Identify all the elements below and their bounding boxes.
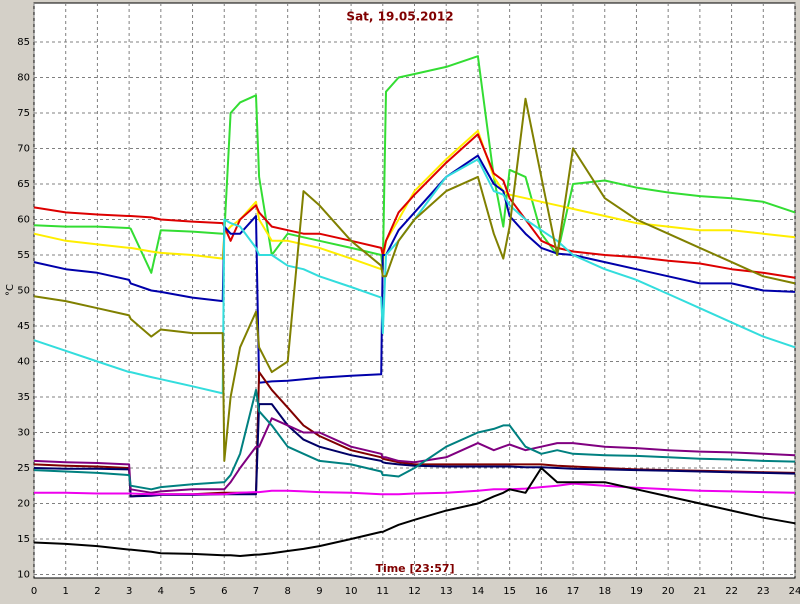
- x-tick-label: 21: [694, 586, 707, 597]
- series-line: [33, 417, 796, 494]
- x-tick-label: 4: [158, 586, 164, 597]
- y-tick-label: 80: [17, 73, 30, 84]
- y-tick-label: 60: [17, 215, 30, 226]
- x-tick-label: 2: [94, 586, 100, 597]
- y-tick-label: 50: [17, 286, 30, 297]
- y-tick-label: 75: [17, 108, 30, 119]
- y-axis-label: °C: [5, 284, 16, 296]
- y-tick-label: 40: [17, 356, 30, 367]
- y-tick-label: 20: [17, 498, 30, 509]
- x-tick-label: 1: [63, 586, 69, 597]
- series-line: [33, 388, 796, 491]
- x-tick-label: 20: [662, 586, 675, 597]
- lines: [33, 55, 796, 557]
- y-tick-label: 70: [17, 144, 30, 155]
- x-tick-label: 16: [535, 586, 548, 597]
- x-tick-label: 23: [757, 586, 770, 597]
- x-tick-label: 3: [126, 586, 132, 597]
- y-tick-label: 15: [17, 534, 30, 545]
- x-tick-label: 18: [598, 586, 611, 597]
- x-tick-label: 19: [630, 586, 643, 597]
- x-tick-label: 24: [789, 586, 800, 597]
- x-tick-label: 17: [567, 586, 580, 597]
- y-tick-label: 35: [17, 392, 30, 403]
- y-tick-label: 85: [17, 37, 30, 48]
- x-tick-label: 11: [376, 586, 389, 597]
- x-tick-label: 14: [472, 586, 485, 597]
- y-tick-label: 45: [17, 321, 30, 332]
- x-tick-label: 5: [189, 586, 195, 597]
- x-tick-label: 12: [408, 586, 421, 597]
- x-tick-label: 6: [221, 586, 227, 597]
- y-tick-label: 30: [17, 427, 30, 438]
- chart-title: Sat, 19.05.2012: [346, 10, 453, 24]
- series-line: [34, 482, 796, 496]
- series-line: [33, 97, 796, 462]
- series-line: [33, 158, 796, 395]
- y-tick-label: 65: [17, 179, 30, 190]
- x-tick-label: 15: [503, 586, 516, 597]
- x-tick-label: 10: [345, 586, 358, 597]
- x-tick-label: 7: [253, 586, 259, 597]
- x-axis-label: Time [23:57]: [375, 562, 454, 575]
- y-tick-label: 55: [17, 250, 30, 261]
- y-tick-label: 25: [17, 463, 30, 474]
- y-tick-label: 10: [17, 569, 30, 580]
- x-tick-label: 9: [316, 586, 322, 597]
- x-tick-label: 0: [31, 586, 37, 597]
- series-line: [33, 467, 796, 557]
- series-line: [33, 133, 796, 279]
- x-tick-label: 8: [284, 586, 290, 597]
- x-tick-label: 22: [725, 586, 738, 597]
- x-tick-label: 13: [440, 586, 453, 597]
